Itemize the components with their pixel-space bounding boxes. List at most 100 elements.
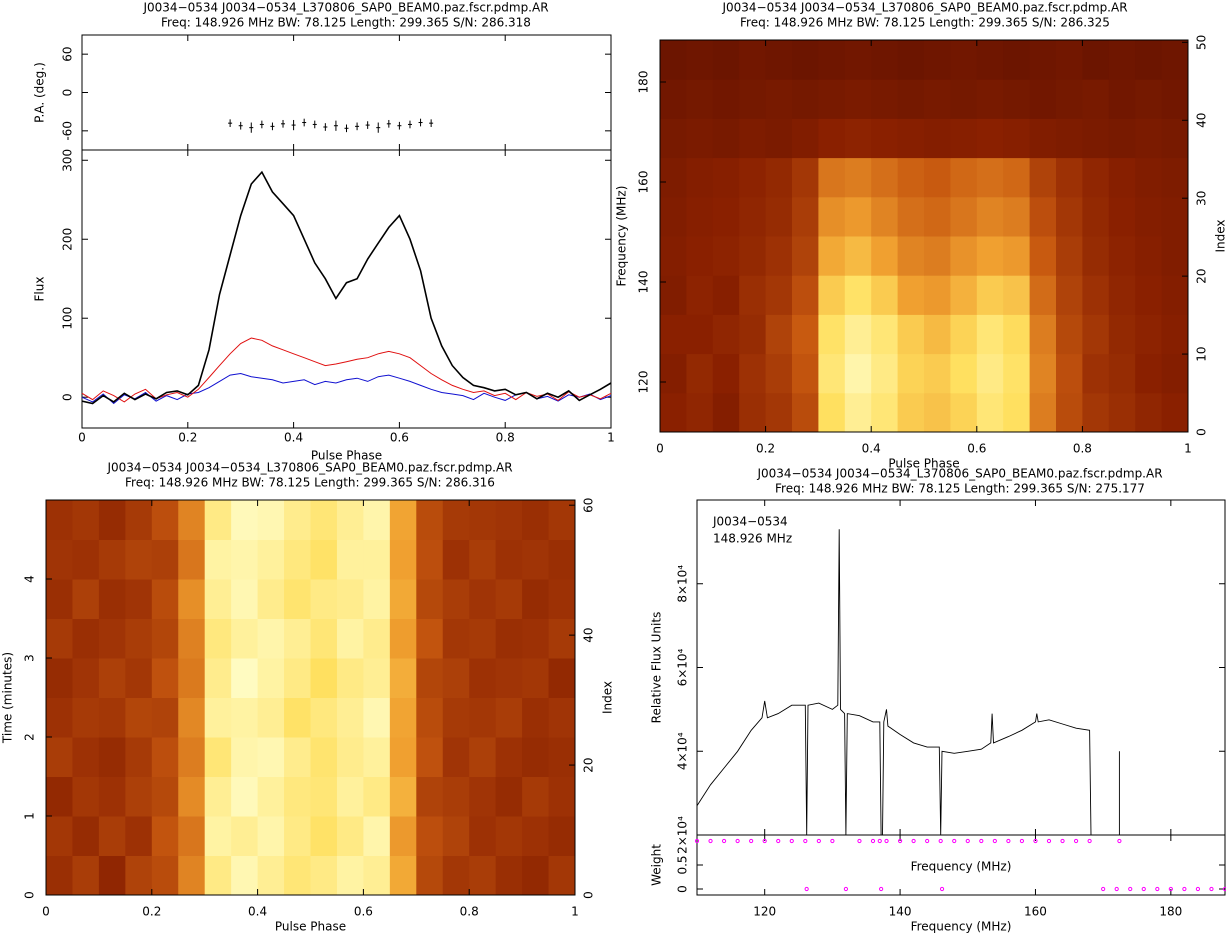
heatmap-cell (310, 618, 338, 659)
y-axis-label: Relative Flux Units (650, 612, 664, 724)
heatmap-cell (844, 353, 872, 394)
heatmap-cell (897, 353, 925, 394)
heatmap-cell (46, 579, 73, 619)
heatmap-cell (739, 79, 767, 119)
x-tick-label: 0.2 (142, 905, 161, 919)
x-tick-label: 0.8 (1073, 442, 1092, 456)
heatmap-cell (442, 539, 470, 580)
heatmap-cell (1082, 392, 1110, 433)
heatmap-cell (548, 539, 576, 580)
x-tick-label: 1 (607, 431, 615, 445)
heatmap-cell (1029, 275, 1057, 315)
heatmap-cell (950, 353, 978, 394)
heatmap-cell (1135, 157, 1163, 198)
heatmap-cell (310, 816, 338, 856)
heatmap-cell (1082, 118, 1110, 159)
y-tick-label: 0 (61, 89, 75, 97)
heatmap-cell (416, 816, 444, 856)
heatmap-cell (897, 157, 925, 198)
weight-point (1114, 886, 1119, 892)
heatmap-cell (924, 392, 951, 433)
heatmap-cell (976, 314, 1004, 355)
y-tick-label: 180 (637, 71, 651, 94)
heatmap-cell (818, 196, 846, 237)
heatmap-cell (1029, 79, 1057, 119)
heatmap-cell (284, 697, 311, 738)
heatmap-cell (178, 776, 206, 817)
heatmap-cell (976, 353, 1004, 394)
heatmap-cell (1135, 118, 1163, 159)
heatmap-cell (231, 658, 259, 698)
pa-point (281, 123, 286, 125)
heatmap-cell (151, 500, 179, 540)
weight-point (749, 838, 754, 844)
chart-title: J0034−0534 J0034−0534_L370806_SAP0_BEAM0… (142, 1, 548, 15)
x-tick-label: 0.4 (284, 431, 303, 445)
x-tick-label: 0.6 (967, 442, 986, 456)
weight-point (1155, 886, 1160, 892)
weight-point (762, 838, 767, 844)
heatmap-cell (46, 658, 73, 698)
heatmap-cell (522, 776, 550, 817)
heatmap-cell (924, 314, 951, 355)
heatmap-cell (792, 40, 819, 80)
weight-point (979, 838, 984, 844)
weight-point (816, 838, 821, 844)
heatmap-cell (442, 618, 470, 659)
heatmap-cell (125, 618, 153, 659)
heatmap-cell (336, 579, 364, 619)
heatmap-cell (310, 697, 338, 738)
heatmap-cell (336, 776, 364, 817)
heatmap-cell (1161, 353, 1189, 394)
annotation: J0034−0534 (712, 515, 788, 529)
heatmap-cell (178, 816, 206, 856)
y-tick-label: 200 (61, 228, 75, 251)
heatmap-cell (363, 697, 391, 738)
heatmap-cell (712, 157, 740, 198)
heatmap-cell (548, 737, 576, 777)
heatmap-cell (522, 737, 550, 777)
heatmap-cell (389, 697, 417, 738)
x-tick-label: 0.4 (862, 442, 881, 456)
y-tick-label: 2×10⁴ (676, 816, 690, 854)
heatmap-cell (1108, 353, 1136, 394)
heatmap-cell (1003, 353, 1031, 394)
heatmap-cell (72, 816, 100, 856)
pa-point (238, 125, 243, 127)
x-axis-label: Pulse Phase (888, 457, 959, 471)
heatmap-cell (739, 40, 767, 80)
y-tick-label: 40 (582, 627, 596, 642)
pa-point (418, 122, 423, 124)
heatmap-cell (1161, 40, 1189, 80)
pa-point (344, 127, 349, 129)
weight-point (1117, 838, 1122, 844)
heatmap-cell (1003, 157, 1031, 198)
heatmap-cell (739, 314, 767, 355)
heatmap-cell (495, 539, 523, 580)
heatmap-cell (72, 618, 100, 659)
weight-point (1087, 838, 1092, 844)
axes-frame (81, 34, 612, 151)
heatmap-cell (1082, 314, 1110, 355)
heatmap-cell (1161, 314, 1189, 355)
profile-line (81, 372, 612, 405)
heatmap-cell (739, 118, 767, 159)
heatmap-cell (1135, 275, 1163, 315)
heatmap-cell (1056, 314, 1083, 355)
heatmap-cell (98, 658, 126, 698)
heatmap-cell (950, 157, 978, 198)
heatmap-cell (284, 579, 311, 619)
heatmap-cell (72, 737, 100, 777)
heatmap-cell (231, 500, 259, 540)
chart-subtitle: Freq: 148.926 MHz BW: 78.125 Length: 299… (740, 16, 1110, 30)
y-tick-label: 50 (1195, 35, 1209, 50)
heatmap-cell (818, 314, 846, 355)
heatmap-cell (310, 855, 338, 896)
heatmap-cell (660, 236, 687, 276)
weight-point (789, 838, 794, 844)
heatmap-cell (950, 314, 978, 355)
heatmap-cell (72, 776, 100, 817)
heatmap-cell (1082, 196, 1110, 237)
weight-point (938, 838, 943, 844)
